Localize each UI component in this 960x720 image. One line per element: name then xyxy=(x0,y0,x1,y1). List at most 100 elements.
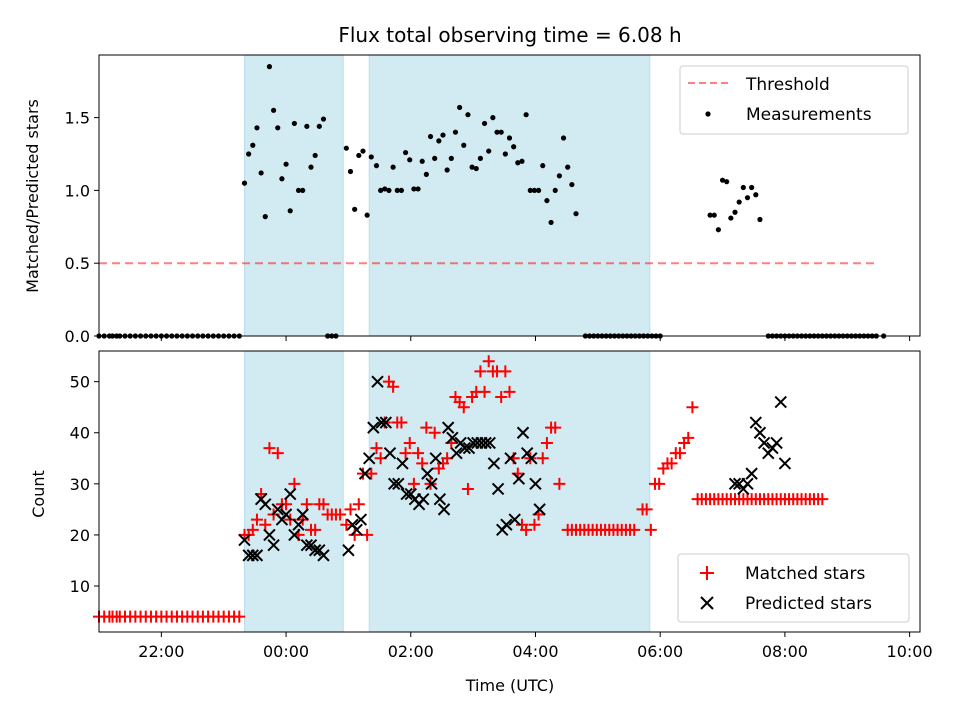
x-axis-label: Time (UTC) xyxy=(465,676,554,695)
matched-star-point xyxy=(416,457,429,470)
predicted-star-point xyxy=(774,395,787,409)
matched-star-point xyxy=(403,436,416,449)
measurement-point xyxy=(711,212,717,218)
matched-star-point xyxy=(549,421,562,434)
matched-star-point xyxy=(461,482,474,495)
predicted-star-point xyxy=(250,549,264,562)
measurement-point xyxy=(360,148,366,154)
measurement-point xyxy=(386,187,392,194)
matched-star-point xyxy=(665,457,678,470)
matched-star-point xyxy=(499,365,512,378)
measurement-point xyxy=(548,219,554,226)
measurement-point xyxy=(308,164,314,170)
x-tick-label: 08:00 xyxy=(762,642,808,661)
predicted-star-point xyxy=(259,498,272,511)
measurement-point xyxy=(719,177,726,183)
predicted-star-point xyxy=(342,544,355,557)
predicted-star-point xyxy=(778,457,792,470)
predicted-star-point xyxy=(491,482,505,496)
measurement-point xyxy=(753,192,759,198)
matched-star-point xyxy=(334,508,347,521)
matched-star-point xyxy=(317,498,330,511)
predicted-star-point xyxy=(757,436,771,450)
legend-predicted-label: Predicted stars xyxy=(745,594,872,614)
matched-star-point xyxy=(271,447,284,460)
legend-measurements-label: Measurements xyxy=(746,105,872,125)
measurement-point xyxy=(364,212,370,218)
measurement-points xyxy=(96,64,887,339)
measurement-point xyxy=(569,181,575,188)
predicted-star-point xyxy=(429,452,442,465)
predicted-star-point xyxy=(770,436,783,450)
measurement-point xyxy=(465,112,471,118)
measurement-point xyxy=(736,199,742,205)
measurement-point xyxy=(241,180,248,186)
measurement-point xyxy=(402,149,409,156)
top-y-axis-label: Matched/Predicted stars xyxy=(23,99,42,293)
top-shaded-intervals xyxy=(243,54,651,337)
x-tick-label: 22:00 xyxy=(138,642,184,661)
predicted-star-point xyxy=(288,528,301,542)
measurement-point xyxy=(378,187,384,194)
matched-star-point xyxy=(259,518,272,531)
matched-star-point xyxy=(352,498,365,511)
y-tick-label: 10 xyxy=(70,577,90,596)
measurement-point xyxy=(291,120,297,127)
measurement-point xyxy=(707,212,713,218)
predicted-star-point xyxy=(533,503,546,516)
predicted-star-point xyxy=(417,492,430,506)
measurement-point xyxy=(250,142,256,148)
measurement-point xyxy=(436,138,442,144)
measurement-point xyxy=(258,170,264,176)
measurement-point xyxy=(540,163,546,169)
predicted-star-point xyxy=(284,487,297,501)
measurement-point xyxy=(300,187,306,194)
measurement-point xyxy=(427,133,434,140)
x-tick-label: 04:00 xyxy=(512,642,558,661)
bottom-x-axis: 22:00 00:00 02:00 04:00 06:00 08:00 10:00 xyxy=(138,632,933,661)
bottom-legend-box xyxy=(677,553,910,623)
measurement-point xyxy=(398,187,405,194)
measurement-point xyxy=(270,107,277,113)
measurement-point xyxy=(523,112,529,118)
measurement-point xyxy=(415,186,421,192)
predicted-star-point xyxy=(446,431,459,445)
matched-star-point xyxy=(528,518,541,531)
measurement-point xyxy=(394,187,400,194)
predicted-star-point xyxy=(292,518,305,531)
y-tick-label: 0.0 xyxy=(65,327,90,346)
y-tick-label: 40 xyxy=(70,424,90,443)
matched-star-point xyxy=(520,523,533,536)
measurement-point xyxy=(490,115,496,121)
y-tick-label: 1.5 xyxy=(65,109,90,128)
matched-star-point xyxy=(250,513,263,526)
measurement-point xyxy=(515,160,521,166)
predicted-star-point xyxy=(300,538,314,552)
measurement-point xyxy=(527,187,533,194)
y-tick-label: 0.5 xyxy=(65,254,90,273)
measurement-point xyxy=(469,164,475,170)
matched-star-point xyxy=(407,477,420,490)
predicted-star-point xyxy=(487,457,501,470)
matched-star-point xyxy=(644,523,657,536)
measurement-point xyxy=(279,176,285,182)
predicted-star-point xyxy=(500,518,513,531)
measurement-point xyxy=(740,184,746,191)
predicted-star-point xyxy=(296,508,309,521)
measurement-point xyxy=(440,132,446,138)
measurement-point xyxy=(411,186,417,192)
predicted-star-point xyxy=(362,452,376,465)
matched-star-point xyxy=(399,447,412,460)
matched-star-point xyxy=(412,447,425,460)
legend-threshold-label: Threshold xyxy=(745,75,830,95)
bottom-legend: Matched stars Predicted stars xyxy=(677,553,910,623)
measurement-point xyxy=(262,214,268,220)
legend-measurements-swatch xyxy=(705,111,711,117)
measurement-point xyxy=(511,144,517,150)
matched-star-point xyxy=(536,452,549,465)
bottom-plot-frame xyxy=(98,350,921,633)
predicted-star-point xyxy=(271,503,284,516)
predicted-star-point xyxy=(433,492,447,506)
predicted-star-point xyxy=(516,426,530,439)
measurement-point xyxy=(544,197,550,204)
